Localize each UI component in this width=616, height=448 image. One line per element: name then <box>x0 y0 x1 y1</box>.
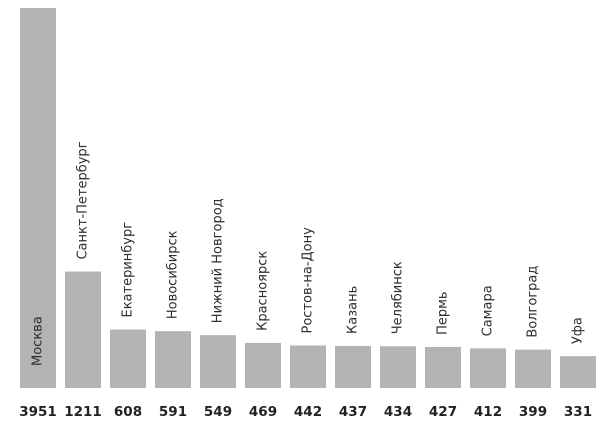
value-label-9: 427 <box>429 404 457 420</box>
value-label-2: 608 <box>114 404 142 420</box>
category-label-12: Уфа <box>571 317 586 344</box>
category-label-8: Челябинск <box>391 261 406 334</box>
value-label-8: 434 <box>384 404 412 420</box>
category-label-1: Санкт-Петербург <box>76 141 91 259</box>
bar-5 <box>245 342 281 388</box>
value-label-11: 399 <box>519 404 547 420</box>
bar-2 <box>110 329 146 388</box>
bar-10 <box>470 348 506 388</box>
value-label-7: 437 <box>339 404 367 420</box>
bar-0 <box>20 8 56 388</box>
category-label-7: Казань <box>346 286 361 334</box>
category-label-2: Екатеринбург <box>121 222 136 318</box>
value-label-5: 469 <box>249 404 277 420</box>
value-label-3: 591 <box>159 404 187 420</box>
category-label-0: Москва <box>31 316 46 366</box>
bar-7 <box>335 345 371 388</box>
category-label-11: Волгоград <box>526 266 541 338</box>
bar-3 <box>155 331 191 388</box>
bars-layer <box>20 8 596 388</box>
category-label-10: Самара <box>481 285 496 336</box>
category-label-6: Ростов-на-Дону <box>301 227 316 334</box>
bar-1 <box>65 271 101 388</box>
value-label-12: 331 <box>564 404 592 420</box>
value-label-6: 442 <box>294 404 322 420</box>
value-label-4: 549 <box>204 404 232 420</box>
bar-9 <box>425 346 461 388</box>
category-label-5: Красноярск <box>256 251 271 331</box>
bar-8 <box>380 346 416 388</box>
bar-6 <box>290 345 326 388</box>
bar-11 <box>515 349 551 388</box>
category-labels-layer: Москва Санкт-Петербург Екатеринбург Новосиб… <box>31 141 586 366</box>
value-label-1: 1211 <box>64 404 102 420</box>
category-label-9: Пермь <box>436 291 451 335</box>
value-label-0: 3951 <box>19 404 57 420</box>
category-label-3: Новосибирск <box>166 230 181 319</box>
bar-12 <box>560 356 596 388</box>
bar-4 <box>200 335 236 388</box>
value-labels-layer: 3951 1211 608 591 549 469 442 437 434 427 412 399 33… <box>19 404 592 420</box>
value-label-10: 412 <box>474 404 502 420</box>
category-label-4: Нижний Новгород <box>211 198 226 323</box>
